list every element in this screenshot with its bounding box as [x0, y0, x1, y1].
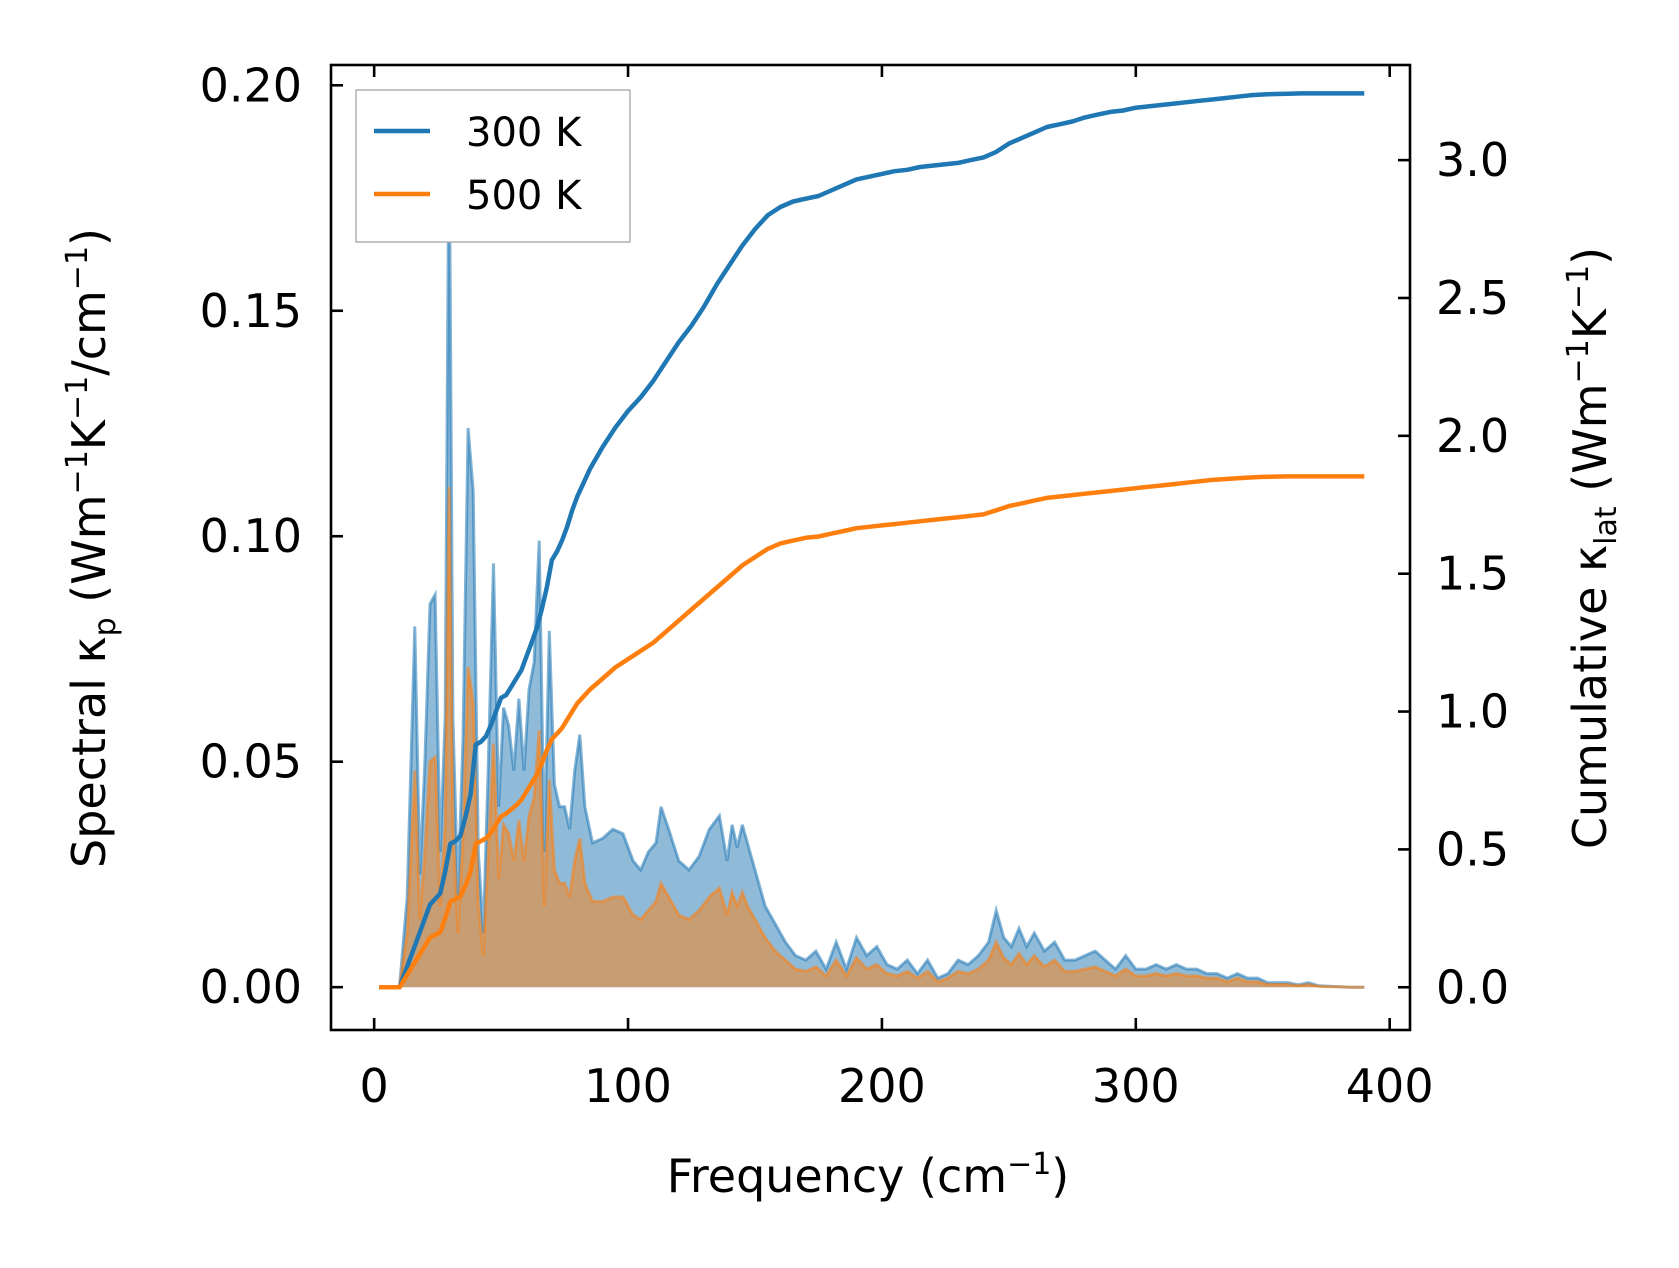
axis-ticks: [331, 65, 1410, 1030]
plot-frame: [329, 63, 1412, 1032]
y-tick-label-right: 0.5: [1436, 822, 1509, 876]
spectral-area-500k: [379, 486, 1365, 988]
cumulative-lines: [379, 91, 1365, 990]
y-tick-label-left: 0.20: [200, 58, 302, 112]
y-tick-label-right: 1.0: [1436, 685, 1509, 739]
legend-label-300k: 300 K: [466, 110, 583, 156]
x-tick-label: 100: [584, 1059, 672, 1113]
y-tick-label-right: 2.0: [1436, 409, 1509, 463]
spectral-outline-500k: [379, 486, 1365, 989]
axis-tick-labels: 0 100 200 300 400 0.00 0.05 0.10 0.15 0.20 0.0 0.5 1…: [200, 58, 1510, 1113]
y-tick-label-right: 0.0: [1436, 960, 1509, 1014]
y-tick-label-right: 3.0: [1436, 133, 1509, 187]
x-tick-label: 300: [1092, 1059, 1180, 1113]
y-axis-label-left: Spectral κp (Wm−1K−1/cm−1): [60, 228, 123, 868]
y-tick-label-left: 0.05: [200, 735, 302, 789]
legend: 300 K 500 K: [355, 89, 631, 243]
cumulative-line-500k: [379, 474, 1365, 990]
legend-box: [355, 89, 631, 243]
y-tick-label-left: 0.15: [200, 284, 302, 338]
spectral-outline-300k: [379, 107, 1365, 989]
cumulative-line-300k: [379, 91, 1365, 990]
x-tick-label: 400: [1346, 1059, 1434, 1113]
y-tick-label-right: 2.5: [1436, 271, 1509, 325]
y-tick-label-left: 0.00: [200, 960, 302, 1014]
legend-label-500k: 500 K: [466, 173, 583, 219]
y-tick-label-left: 0.10: [200, 509, 302, 563]
x-axis-label: Frequency (cm−1): [667, 1147, 1070, 1203]
x-tick-label: 200: [838, 1059, 926, 1113]
spectral-fills: [379, 107, 1365, 989]
y-tick-label-right: 1.5: [1436, 547, 1509, 601]
y-axis-label-right: Cumulative κlat (Wm−1K−1): [1561, 247, 1624, 849]
x-tick-label: 0: [360, 1059, 389, 1113]
